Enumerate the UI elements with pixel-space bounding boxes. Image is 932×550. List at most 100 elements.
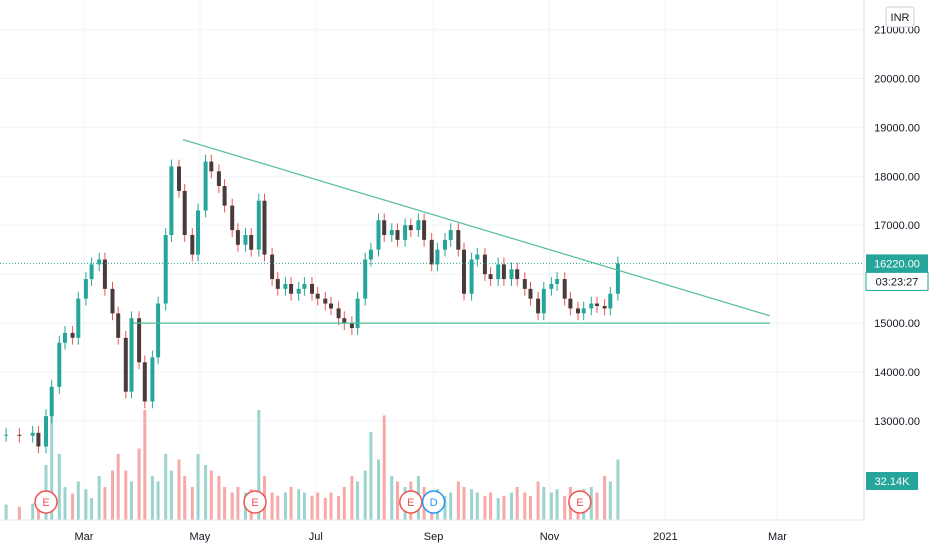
volume-bar xyxy=(150,476,154,520)
volume-text: 32.14K xyxy=(875,476,911,488)
volume-bar xyxy=(156,481,160,520)
x-tick-label: Mar xyxy=(75,531,94,543)
candle-body xyxy=(536,298,541,314)
candle-body xyxy=(57,342,62,387)
volume-bar xyxy=(124,470,128,520)
event-marker-label: E xyxy=(42,497,49,509)
candle-body xyxy=(142,362,147,402)
candle-body xyxy=(608,293,613,309)
trendline-descending-resistance[interactable] xyxy=(182,138,771,317)
candle-body xyxy=(137,318,142,363)
candle-body xyxy=(435,249,440,265)
volume-bar xyxy=(329,492,333,520)
candle-body xyxy=(522,279,527,289)
volume-bar xyxy=(111,470,114,520)
candle-body xyxy=(216,171,221,187)
candle-body xyxy=(482,254,487,275)
last-price-badge xyxy=(866,254,928,273)
trendlines[interactable] xyxy=(0,138,864,324)
candle-body xyxy=(342,318,347,324)
event-marker-label: E xyxy=(576,497,583,509)
y-tick-label: 19000.00 xyxy=(874,122,920,134)
volume-bar xyxy=(510,492,513,520)
y-tick-label: 20000.00 xyxy=(874,73,920,85)
candle-body xyxy=(97,259,102,265)
volume-bar xyxy=(230,492,234,520)
volume-bar xyxy=(209,470,213,520)
candle-body xyxy=(315,293,320,299)
y-tick-label: 13000.00 xyxy=(874,416,920,428)
volume-bar xyxy=(17,506,21,520)
candle-body xyxy=(110,288,115,314)
candle-body xyxy=(249,235,254,250)
volume-bar xyxy=(204,465,208,520)
earnings-marker[interactable]: E xyxy=(243,490,267,514)
candle-body xyxy=(528,288,533,299)
volume-bar xyxy=(257,410,261,520)
volume-bar xyxy=(382,415,386,520)
candle-body xyxy=(283,283,288,289)
volume-bar xyxy=(449,492,453,520)
candle-body xyxy=(336,308,341,319)
volume-bar xyxy=(483,495,487,520)
volume-bar xyxy=(270,492,274,520)
volume-bar xyxy=(563,495,567,520)
volume-bar xyxy=(595,492,599,520)
price-axis[interactable]: 21000.0020000.0019000.0018000.0017000.00… xyxy=(874,24,920,428)
candle-body xyxy=(275,279,280,289)
volume-bar xyxy=(276,495,280,520)
candle-body xyxy=(541,288,546,314)
earnings-marker[interactable]: E xyxy=(568,490,592,514)
candle-body xyxy=(509,269,514,280)
volume-bar xyxy=(297,489,301,520)
candle-body xyxy=(422,220,427,240)
event-marker-circle xyxy=(421,490,446,514)
volume-bar xyxy=(97,476,101,520)
volume-bar xyxy=(502,495,506,520)
candles xyxy=(4,154,620,454)
volume-bar xyxy=(555,489,559,520)
candle-body xyxy=(4,434,9,436)
candle-body xyxy=(156,303,161,358)
candle-body xyxy=(581,308,586,314)
volume-bar xyxy=(103,487,107,520)
candle-body xyxy=(129,318,134,392)
volume-bar xyxy=(169,470,173,520)
candle-body xyxy=(182,190,187,235)
volume-bar xyxy=(84,489,88,520)
candle-body xyxy=(270,254,275,280)
volume-bar xyxy=(310,495,314,520)
volume-bar xyxy=(236,487,240,520)
volume-bar xyxy=(196,454,200,520)
candle-body xyxy=(89,264,94,280)
candle-body xyxy=(243,235,248,245)
candle-body xyxy=(116,313,121,338)
candle-body xyxy=(177,166,181,191)
volume-bar xyxy=(356,481,360,520)
earnings-marker[interactable]: E xyxy=(34,490,58,514)
volume-bar xyxy=(316,492,320,520)
time-axis[interactable]: Mar May Jul Sep Nov 2021 Mar xyxy=(75,531,788,543)
candle-body xyxy=(602,305,607,309)
candle-body xyxy=(302,283,307,289)
candle-body xyxy=(568,298,573,309)
event-marker-circle xyxy=(243,490,267,514)
candle-body xyxy=(30,432,35,436)
volume-bar xyxy=(536,481,540,520)
volume-bar xyxy=(342,487,346,520)
candle-body xyxy=(44,416,48,447)
volume-bar xyxy=(143,410,147,520)
dividend-marker[interactable]: D xyxy=(421,490,446,514)
volume-badge xyxy=(866,472,918,490)
candle-body xyxy=(203,161,208,211)
candle-body xyxy=(555,279,560,284)
candle-body xyxy=(289,283,294,294)
x-tick-label: Mar xyxy=(768,531,787,543)
candle-body xyxy=(235,230,240,245)
earnings-marker[interactable]: E xyxy=(399,490,423,514)
volume-bar xyxy=(475,492,479,520)
currency-badge[interactable]: INR xyxy=(885,6,915,28)
candle-body xyxy=(389,230,394,235)
